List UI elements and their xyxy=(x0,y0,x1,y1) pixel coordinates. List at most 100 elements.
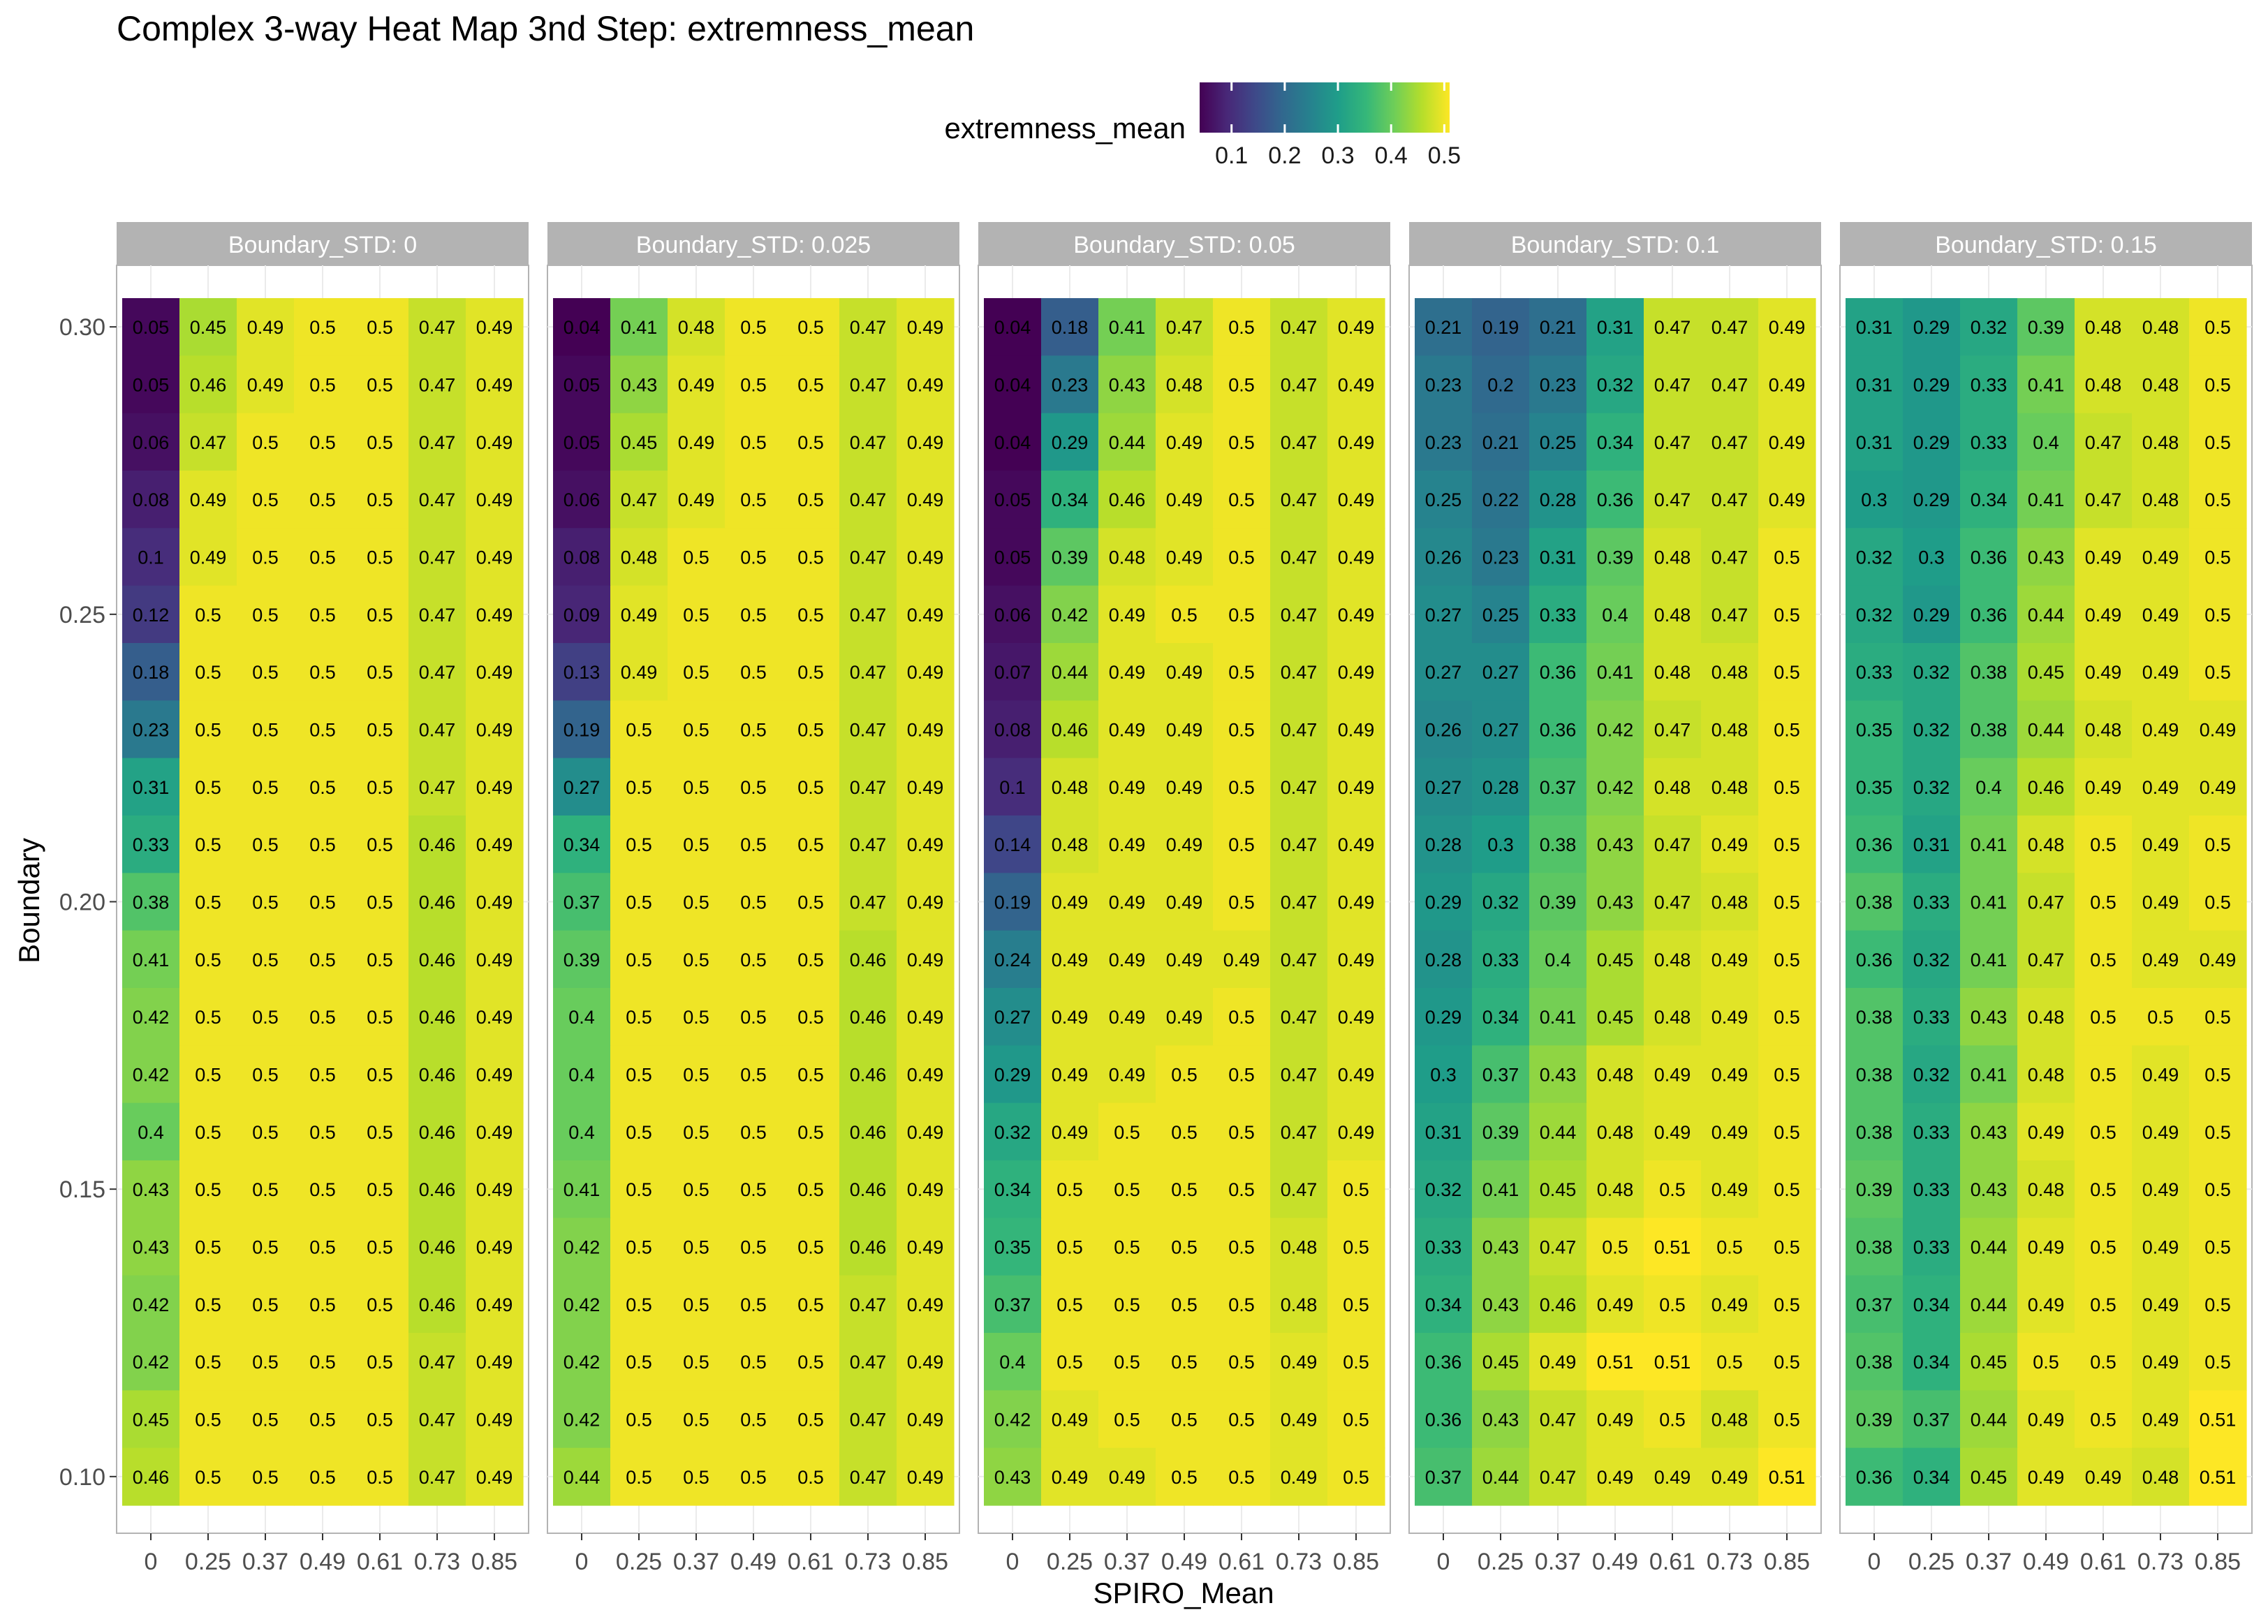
cell-value-label: 0.5 xyxy=(797,1467,824,1488)
cell-value-label: 0.45 xyxy=(2028,662,2065,683)
cell-value-label: 0.48 xyxy=(621,547,658,568)
heatmap-cell xyxy=(2189,585,2247,644)
heatmap-cell xyxy=(1960,1275,2018,1334)
cell-value-label: 0.47 xyxy=(1281,432,1318,453)
cell-value-label: 0.42 xyxy=(1597,720,1634,741)
heatmap-cell xyxy=(237,1275,295,1334)
cell-value-label: 0.32 xyxy=(1913,720,1950,741)
heatmap-cell xyxy=(897,643,955,701)
cell-value-label: 0.31 xyxy=(1597,317,1634,338)
heatmap-cell xyxy=(610,1102,668,1161)
cell-value-label: 0.5 xyxy=(252,1467,279,1488)
heatmap-cell xyxy=(1472,528,1530,586)
cell-value-label: 0.34 xyxy=(1971,489,2008,510)
cell-value-label: 0.49 xyxy=(476,720,513,741)
heatmap-cell xyxy=(237,585,295,644)
heatmap-cell xyxy=(1098,1333,1156,1391)
cell-value-label: 0.49 xyxy=(1223,950,1260,970)
x-tick-label: 0.25 xyxy=(1908,1549,1954,1575)
heatmap-cell xyxy=(553,471,611,529)
facet-panel: Boundary_STD: 0.050.04 0.18 0.41 0.47 0.5 0.4… xyxy=(978,222,1391,1575)
heatmap-cell xyxy=(351,1275,409,1334)
heatmap-cell xyxy=(1327,815,1385,873)
heatmap-cell xyxy=(408,413,466,471)
heatmap-cell xyxy=(1098,815,1156,873)
cell-value-label: 0.31 xyxy=(1856,375,1893,396)
heatmap-cell xyxy=(725,1102,783,1161)
heatmap-cell xyxy=(1041,700,1099,759)
cell-value-label: 0.47 xyxy=(850,375,887,396)
heatmap-cell xyxy=(553,930,611,989)
cell-value-label: 0.49 xyxy=(1166,720,1203,741)
heatmap-cell xyxy=(839,298,897,356)
cell-value-label: 0.51 xyxy=(2200,1410,2237,1431)
heatmap-cell xyxy=(466,643,524,701)
cell-value-label: 0.25 xyxy=(1540,432,1577,453)
cell-value-label: 0.5 xyxy=(683,547,709,568)
heatmap-cell xyxy=(725,298,783,356)
cell-value-label: 0.5 xyxy=(2204,489,2231,510)
legend-tick-label: 0.4 xyxy=(1375,142,1408,169)
cell-value-label: 0.5 xyxy=(2204,375,2231,396)
heatmap-cell xyxy=(1644,471,1702,529)
cell-value-label: 0.34 xyxy=(1913,1467,1950,1488)
heatmap-cell xyxy=(122,471,180,529)
cell-value-label: 0.5 xyxy=(1228,375,1255,396)
heatmap-cell xyxy=(1213,1102,1271,1161)
cell-value-label: 0.5 xyxy=(1774,950,1800,970)
cell-value-label: 0.49 xyxy=(2142,1122,2179,1143)
cell-value-label: 0.5 xyxy=(1228,317,1255,338)
cell-value-label: 0.5 xyxy=(683,892,709,913)
heatmap-cell xyxy=(1701,528,1759,586)
cell-value-label: 0.5 xyxy=(683,605,709,626)
cell-value-label: 0.5 xyxy=(1774,1179,1800,1200)
heatmap-cell xyxy=(351,585,409,644)
heatmap-cell xyxy=(2017,1333,2075,1391)
facet-panel: Boundary_STD: 0.150.31 0.29 0.32 0.39 0.48 0.… xyxy=(1839,222,2253,1575)
heatmap-cell xyxy=(179,1102,237,1161)
cell-value-label: 0.5 xyxy=(683,1007,709,1028)
heatmap-cell xyxy=(1846,1045,1904,1104)
heatmap-cell xyxy=(2017,1390,2075,1449)
cell-value-label: 0.47 xyxy=(419,1410,456,1431)
heatmap-cell xyxy=(897,700,955,759)
cell-value-label: 0.48 xyxy=(2085,317,2122,338)
cell-value-label: 0.37 xyxy=(564,892,601,913)
cell-value-label: 0.49 xyxy=(1338,432,1375,453)
cell-value-label: 0.43 xyxy=(1597,834,1634,855)
cell-value-label: 0.41 xyxy=(621,317,658,338)
heatmap-cell xyxy=(466,298,524,356)
heatmap-cell xyxy=(668,988,726,1046)
heatmap-cell xyxy=(2132,585,2190,644)
cell-value-label: 0.38 xyxy=(1971,720,2008,741)
heatmap-cell xyxy=(668,1102,726,1161)
cell-value-label: 0.47 xyxy=(1654,892,1691,913)
cell-value-label: 0.5 xyxy=(797,950,824,970)
cell-value-label: 0.5 xyxy=(1228,662,1255,683)
heatmap-cell xyxy=(1701,758,1759,816)
cell-value-label: 0.3 xyxy=(1918,547,1945,568)
heatmap-cell xyxy=(294,1275,352,1334)
heatmap-cell xyxy=(782,1218,840,1276)
cell-value-label: 0.49 xyxy=(2085,1467,2122,1488)
heatmap-cell xyxy=(897,1447,955,1506)
heatmap-cell xyxy=(351,1045,409,1104)
cell-value-label: 0.49 xyxy=(1052,1065,1089,1086)
cell-value-label: 0.5 xyxy=(1343,1352,1369,1373)
cell-value-label: 0.49 xyxy=(1052,950,1089,970)
cell-value-label: 0.5 xyxy=(1659,1410,1686,1431)
cell-value-label: 0.21 xyxy=(1425,317,1462,338)
cell-value-label: 0.5 xyxy=(195,834,221,855)
cell-value-label: 0.47 xyxy=(850,1467,887,1488)
cell-value-label: 0.46 xyxy=(850,1007,887,1028)
heatmap-cell xyxy=(1644,1447,1702,1506)
heatmap-cell xyxy=(2132,930,2190,989)
cell-value-label: 0.47 xyxy=(1711,489,1748,510)
cell-value-label: 0.47 xyxy=(850,489,887,510)
heatmap-cell xyxy=(839,930,897,989)
x-tick-label: 0.85 xyxy=(1333,1549,1379,1575)
cell-value-label: 0.47 xyxy=(850,892,887,913)
cell-value-label: 0.5 xyxy=(740,1352,767,1373)
cell-value-label: 0.19 xyxy=(1482,317,1519,338)
